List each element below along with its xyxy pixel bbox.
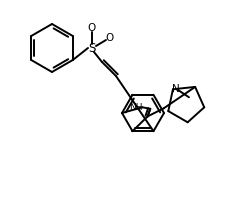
Text: NH: NH (128, 103, 141, 112)
Text: O: O (106, 33, 114, 43)
Text: N: N (172, 84, 179, 94)
Text: O: O (88, 23, 96, 33)
Text: S: S (88, 42, 95, 55)
